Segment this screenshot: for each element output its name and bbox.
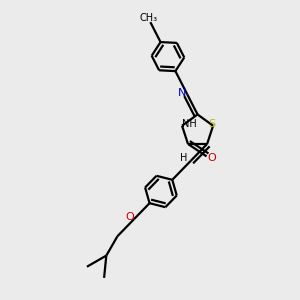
Text: O: O — [207, 153, 216, 163]
Text: N: N — [178, 88, 187, 98]
Text: CH₃: CH₃ — [139, 13, 157, 23]
Text: O: O — [125, 212, 134, 222]
Text: H: H — [180, 153, 188, 163]
Text: S: S — [208, 119, 215, 129]
Text: NH: NH — [182, 119, 196, 129]
